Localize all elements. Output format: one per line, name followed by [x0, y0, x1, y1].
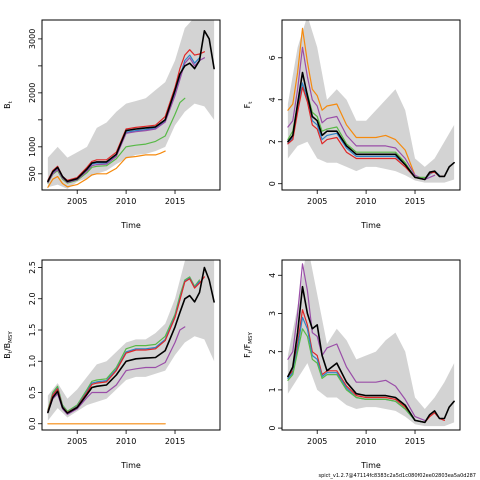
- x-axis-label: Time: [360, 221, 381, 230]
- x-tick-label: 2010: [356, 437, 376, 446]
- plot-area: [47, 20, 215, 189]
- y-tick-label: 4: [268, 273, 277, 278]
- y-tick-label: 2.0: [28, 292, 37, 305]
- x-tick-label: 2010: [116, 197, 136, 206]
- series-green-line: [287, 328, 426, 423]
- y-tick-label: 2: [268, 139, 277, 144]
- series-purple-line: [47, 326, 186, 415]
- series-black-line: [47, 29, 215, 183]
- y-tick-label: 2: [268, 349, 277, 354]
- x-tick-label: 2015: [405, 437, 425, 446]
- y-tick-label: 0.0: [28, 417, 37, 430]
- y-tick-label: 6: [268, 55, 277, 60]
- y-tick-label: 2000: [28, 83, 37, 103]
- x-tick-label: 2015: [165, 197, 185, 206]
- confidence-band: [287, 20, 455, 183]
- plot-frame: [281, 259, 461, 431]
- y-axis-label: Ft/FMSY: [243, 332, 254, 358]
- x-tick-label: 2005: [307, 437, 327, 446]
- x-axis-label: Time: [360, 461, 381, 470]
- y-tick-label: 4: [268, 97, 277, 102]
- panel-4: 2005 2010 2015 0 1 2 3 4 Time Ft/FMSY: [243, 259, 461, 470]
- series-purple-line: [287, 263, 426, 421]
- x-tick-label: 2010: [356, 197, 376, 206]
- x-tick-label: 2015: [405, 197, 425, 206]
- series-black-line: [47, 266, 215, 414]
- series-orange-line: [287, 27, 416, 176]
- x-axis-label: Time: [120, 461, 141, 470]
- plot-area: [47, 260, 215, 425]
- x-tick-label: 2015: [165, 437, 185, 446]
- y-tick-label: 1.5: [28, 324, 37, 337]
- series-purple-line: [47, 57, 205, 183]
- y-tick-label: 1: [268, 387, 277, 392]
- y-tick-label: 3000: [28, 29, 37, 49]
- panel-1: 2005 2010 2015 500 1000 2000 3000 Time Bt: [3, 19, 221, 230]
- y-axis-label: Bt/BMSY: [3, 331, 14, 359]
- series-orange-line: [47, 150, 166, 188]
- panel-2: 2005 2010 2015 0 2 4 6 Time Ft: [243, 19, 461, 230]
- y-tick-label: 2.5: [28, 261, 37, 274]
- series-black-line: [287, 71, 455, 181]
- plot-frame: [41, 259, 221, 431]
- x-tick-label: 2010: [116, 437, 136, 446]
- y-tick-label: 0: [268, 181, 277, 186]
- x-tick-label: 2005: [67, 197, 87, 206]
- y-tick-label: 0: [268, 426, 277, 431]
- x-tick-label: 2005: [67, 437, 87, 446]
- y-tick-label: 3: [268, 311, 277, 316]
- y-tick-label: 500: [28, 166, 37, 181]
- y-axis-label: Bt: [3, 100, 14, 109]
- series-green-line: [47, 97, 186, 184]
- series-green-line: [47, 276, 201, 412]
- x-axis-label: Time: [120, 221, 141, 230]
- confidence-band: [47, 20, 215, 189]
- y-tick-label: 1.0: [28, 355, 37, 368]
- y-tick-label: 1000: [28, 137, 37, 157]
- y-axis-label: Ft: [243, 101, 254, 109]
- confidence-band: [287, 260, 455, 427]
- series-purple-line: [287, 46, 436, 181]
- plot-area: [287, 20, 455, 183]
- panel-3: 2005 2010 2015 0.0 0.5 1.0 1.5 2.0 2.5 Time Bt/BMS…: [3, 259, 221, 470]
- plot-area: [287, 260, 455, 427]
- footer-version-text: spict_v1.2.7@47114fc8383c2a5d1c080f02ee0…: [319, 473, 477, 479]
- plot-frame: [41, 19, 221, 191]
- series-black-line: [287, 285, 455, 424]
- plot-frame: [281, 19, 461, 191]
- x-tick-label: 2005: [307, 197, 327, 206]
- y-tick-label: 0.5: [28, 386, 37, 399]
- confidence-band: [47, 260, 215, 421]
